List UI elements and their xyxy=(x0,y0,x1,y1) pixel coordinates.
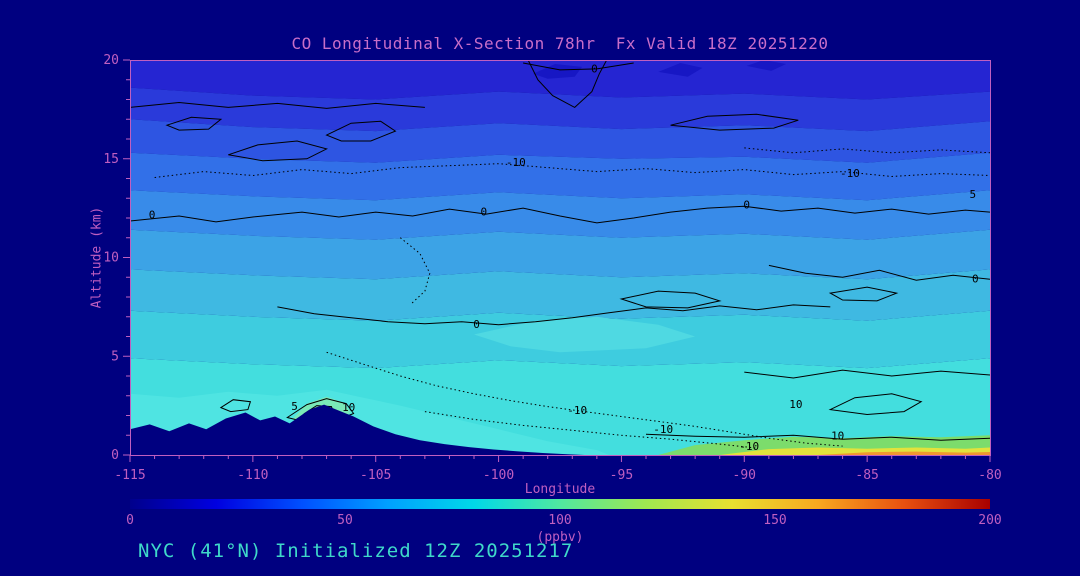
colorbar-units-label: (ppbv) xyxy=(536,530,584,545)
contour-value-label: -10 xyxy=(739,440,759,453)
chart-title: CO Longitudinal X-Section 78hr Fx Valid … xyxy=(291,34,829,53)
x-tick-label: -90 xyxy=(733,468,756,483)
colorbar-tick-label: 200 xyxy=(978,513,1002,528)
contour-value-label: -10 xyxy=(567,404,587,417)
contour-value-label: 10 xyxy=(789,398,802,411)
terrain-silhouette xyxy=(130,404,585,455)
x-tick-label: -80 xyxy=(978,468,1001,483)
contour-labels: 0 0 0 0 0 0 -10 -10 -10 -10 -10 10 5 10 5 10 xyxy=(149,62,979,453)
x-tick-label: -95 xyxy=(610,468,633,483)
contour-value-label: 10 xyxy=(342,401,355,414)
fill-patch xyxy=(658,63,703,77)
contour-value-label: -10 xyxy=(506,156,526,169)
x-axis-label: Longitude xyxy=(524,482,596,497)
x-tick-label: -115 xyxy=(114,468,145,483)
x-tick-label: -85 xyxy=(855,468,878,483)
contour-value-label: 0 xyxy=(591,62,598,75)
colorbar-ticks: 0 50 100 150 200 xyxy=(126,513,1002,529)
init-info-text: NYC (41°N) Initialized 12Z 20251217 xyxy=(138,540,574,562)
contour-value-label: 0 xyxy=(473,318,480,331)
contour-value-label: -10 xyxy=(653,423,673,436)
contour-lines xyxy=(130,60,990,449)
y-tick-label: 10 xyxy=(103,251,119,266)
filled-contours xyxy=(130,60,990,455)
colorbar-tick-label: 0 xyxy=(126,513,134,528)
colorbar-tick-label: 50 xyxy=(337,513,353,528)
contour-value-label: 0 xyxy=(972,273,979,286)
fill-patch xyxy=(746,60,787,71)
colorbar xyxy=(130,499,990,509)
y-tick-label: 15 xyxy=(103,152,119,167)
contour-value-label: -10 xyxy=(840,167,860,180)
y-tick-label: 0 xyxy=(111,448,119,463)
fill-patch xyxy=(533,64,583,79)
contour-value-label: 5 xyxy=(969,188,976,201)
contour-value-label: 0 xyxy=(480,206,487,219)
contour-value-label: 0 xyxy=(743,199,750,212)
y-tick-label: 20 xyxy=(103,53,119,68)
contour-value-label: 5 xyxy=(291,400,298,413)
x-tick-label: -105 xyxy=(360,468,391,483)
fill-patch xyxy=(818,451,990,455)
fill-patch xyxy=(474,316,696,353)
contour-value-label: 0 xyxy=(149,209,156,222)
colorbar-tick-label: 150 xyxy=(763,513,787,528)
colorbar-tick-label: 100 xyxy=(548,513,572,528)
x-tick-label: -110 xyxy=(237,468,268,483)
x-tick-label: -100 xyxy=(483,468,514,483)
y-tick-label: 5 xyxy=(111,349,119,364)
contour-value-label: 10 xyxy=(831,430,844,443)
